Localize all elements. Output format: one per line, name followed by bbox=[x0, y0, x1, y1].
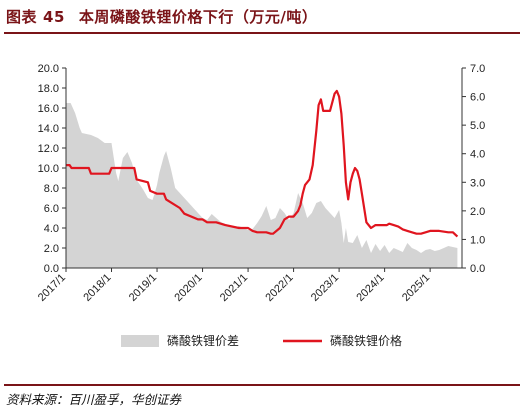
figure-number: 45 bbox=[43, 8, 65, 26]
left-tick-label: 20.0 bbox=[38, 63, 59, 75]
left-tick-label: 8.0 bbox=[44, 183, 59, 195]
legend-label-spread: 磷酸铁锂价差 bbox=[167, 333, 239, 348]
right-tick-label: 1.0 bbox=[470, 234, 485, 246]
x-tick-label: 2025/1 bbox=[400, 272, 432, 304]
right-tick-label: 4.0 bbox=[470, 149, 485, 161]
right-tick-label: 6.0 bbox=[470, 92, 485, 104]
x-tick-label: 2024/1 bbox=[354, 272, 386, 304]
figure-prefix: 图表 bbox=[6, 8, 38, 26]
x-tick-label: 2020/1 bbox=[172, 272, 204, 304]
right-tick-label: 0.0 bbox=[470, 263, 485, 275]
x-tick-label: 2023/1 bbox=[309, 272, 341, 304]
left-tick-label: 18.0 bbox=[38, 83, 59, 95]
price-line-series bbox=[66, 89, 459, 238]
right-tick-label: 3.0 bbox=[470, 177, 485, 189]
left-tick-label: 14.0 bbox=[38, 123, 59, 135]
right-tick-label: 5.0 bbox=[470, 120, 485, 132]
x-tick-label: 2021/1 bbox=[218, 272, 250, 304]
source-note: 资料来源：百川盈孚，华创证券 bbox=[6, 392, 182, 407]
figure-title-text: 本周磷酸铁锂价格下行（万元/吨） bbox=[78, 8, 318, 26]
spread-area-layer bbox=[66, 103, 458, 268]
left-tick-label: 2.0 bbox=[44, 243, 59, 255]
price-line-layer bbox=[66, 89, 459, 238]
source-rule bbox=[4, 384, 520, 386]
legend: 磷酸铁锂价差 磷酸铁锂价格 bbox=[121, 333, 402, 348]
right-tick-label: 7.0 bbox=[470, 63, 485, 75]
legend-label-price: 磷酸铁锂价格 bbox=[330, 333, 402, 348]
spread-area-series bbox=[66, 103, 458, 268]
left-tick-label: 12.0 bbox=[38, 143, 59, 155]
left-tick-label: 6.0 bbox=[44, 203, 59, 215]
figure-title: 图表 45 本周磷酸铁锂价格下行（万元/吨） bbox=[6, 6, 317, 27]
x-tick-label: 2018/1 bbox=[81, 272, 113, 304]
left-tick-label: 10.0 bbox=[38, 163, 59, 175]
left-tick-label: 4.0 bbox=[44, 223, 59, 235]
legend-swatch-spread bbox=[121, 335, 159, 347]
left-tick-label: 0.0 bbox=[44, 263, 59, 275]
left-tick-label: 16.0 bbox=[38, 103, 59, 115]
x-tick-label: 2022/1 bbox=[263, 272, 295, 304]
x-tick-label: 2017/1 bbox=[36, 272, 68, 304]
x-tick-label: 2019/1 bbox=[127, 272, 159, 304]
title-rule bbox=[4, 32, 520, 34]
price-chart: 0.0 2.0 4.0 6.0 8.0 10.0 12.0 14.0 16.0 18.0 20.0 0… bbox=[36, 63, 485, 348]
right-tick-label: 2.0 bbox=[470, 206, 485, 218]
